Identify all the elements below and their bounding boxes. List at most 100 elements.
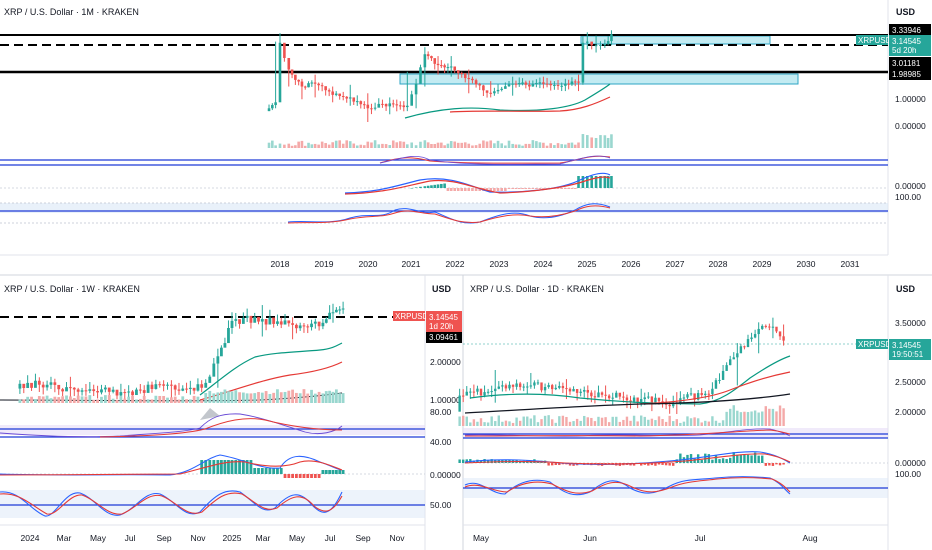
candle-body xyxy=(26,382,30,389)
macd-bar xyxy=(693,458,696,463)
weekly-time-axis: 2024 Mar May Jul Sep Nov 2025 Mar May Jul Sep Nov xyxy=(21,533,406,543)
candle-body xyxy=(650,396,654,404)
daily-price-tag: XRPUSD 3.14545 19:50:51 xyxy=(856,339,931,360)
volume-bar xyxy=(489,140,493,148)
volume-bar xyxy=(138,398,142,403)
volume-bar xyxy=(302,389,306,403)
weekly-rsi-ma xyxy=(99,418,343,438)
volume-bar xyxy=(410,142,413,148)
candle-body xyxy=(514,83,518,85)
candle-body xyxy=(729,359,732,366)
candle-body xyxy=(414,83,418,95)
candle-body xyxy=(92,389,96,392)
macd-bar xyxy=(757,455,760,463)
macd-bar xyxy=(753,452,757,463)
volume-bar xyxy=(65,395,68,403)
macd-bar xyxy=(647,463,650,466)
volume-bar xyxy=(570,142,574,148)
candle-body xyxy=(283,42,286,58)
volume-bar xyxy=(294,392,298,403)
macd-bar xyxy=(610,176,613,188)
macd-bar xyxy=(711,459,714,463)
candle-body xyxy=(426,54,430,57)
price-tag-1-98985: 1.98985 xyxy=(889,68,931,80)
volume-bar xyxy=(526,416,529,426)
volume-bar xyxy=(188,399,192,403)
volume-bar xyxy=(341,143,345,148)
macd-bar xyxy=(460,188,464,191)
top-macd-signal xyxy=(344,176,611,195)
candle-body xyxy=(739,346,743,354)
candle-body xyxy=(561,385,565,389)
macd-bar xyxy=(283,474,287,478)
candle-body xyxy=(471,78,474,81)
macd-bar xyxy=(478,188,482,191)
candle-body xyxy=(249,315,253,323)
volume-bar xyxy=(423,140,427,148)
candle-body xyxy=(460,73,464,75)
volume-bar xyxy=(267,142,271,148)
candle-body xyxy=(373,107,377,109)
volume-bar xyxy=(556,143,560,148)
candle-body xyxy=(463,73,467,79)
macd-bar xyxy=(739,455,743,463)
volume-bar xyxy=(234,390,238,403)
macd-bar xyxy=(310,474,313,478)
volume-bar xyxy=(636,421,639,426)
time-axis-label: Jul xyxy=(125,533,136,543)
volume-bar xyxy=(352,143,356,148)
candle-body xyxy=(572,389,575,392)
volume-bar xyxy=(348,141,352,148)
last-price: 3.14545 xyxy=(892,37,921,46)
volume-bar xyxy=(528,143,531,148)
candle-body xyxy=(778,331,782,337)
volume-bar xyxy=(650,418,654,426)
volume-bar xyxy=(271,140,274,148)
macd-bar xyxy=(200,460,204,474)
volume-bar xyxy=(253,393,257,403)
macd-bar xyxy=(599,176,602,188)
time-axis-label: Aug xyxy=(802,533,817,543)
macd-bar xyxy=(551,463,554,466)
candle-body xyxy=(757,328,760,335)
volume-bar xyxy=(272,392,276,403)
time-axis-label: 2018 xyxy=(271,259,290,269)
weekly-y-tick: 0.00000 xyxy=(430,470,461,480)
volume-bar xyxy=(338,140,342,148)
macd-bar xyxy=(238,460,241,474)
candle-body xyxy=(531,83,535,87)
volume-bar xyxy=(158,395,162,403)
symbol-tag: XRPUSD xyxy=(858,36,892,45)
candle-body xyxy=(37,380,41,385)
time-axis-label: 2026 xyxy=(622,259,641,269)
macd-bar xyxy=(458,459,461,463)
volume-bar xyxy=(524,143,528,148)
candle-body xyxy=(377,103,381,108)
candle-body xyxy=(391,103,395,105)
volume-bar xyxy=(707,421,711,426)
volume-bar xyxy=(306,393,310,403)
macd-bar xyxy=(632,463,636,466)
macd-bar xyxy=(249,460,253,474)
candle-body xyxy=(732,357,735,360)
macd-bar xyxy=(321,470,325,474)
volume-bar xyxy=(511,422,515,426)
macd-bar xyxy=(328,470,332,474)
volume-bar xyxy=(72,398,76,403)
candle-body xyxy=(504,385,508,389)
volume-bar xyxy=(303,145,307,148)
daily-y-tick: 2.00000 xyxy=(895,407,926,417)
time-axis-label: May xyxy=(289,533,306,543)
candle-body xyxy=(564,83,567,86)
volume-bar xyxy=(654,420,657,426)
macd-bar xyxy=(227,460,230,474)
volume-bar xyxy=(778,405,782,426)
volume-bar xyxy=(700,422,703,426)
volume-bar xyxy=(567,142,570,148)
volume-bar xyxy=(212,393,216,403)
candle-body xyxy=(241,317,245,324)
candle-body xyxy=(771,326,775,328)
volume-bar xyxy=(127,396,131,403)
candle-body xyxy=(200,384,204,388)
candle-body xyxy=(173,385,177,390)
